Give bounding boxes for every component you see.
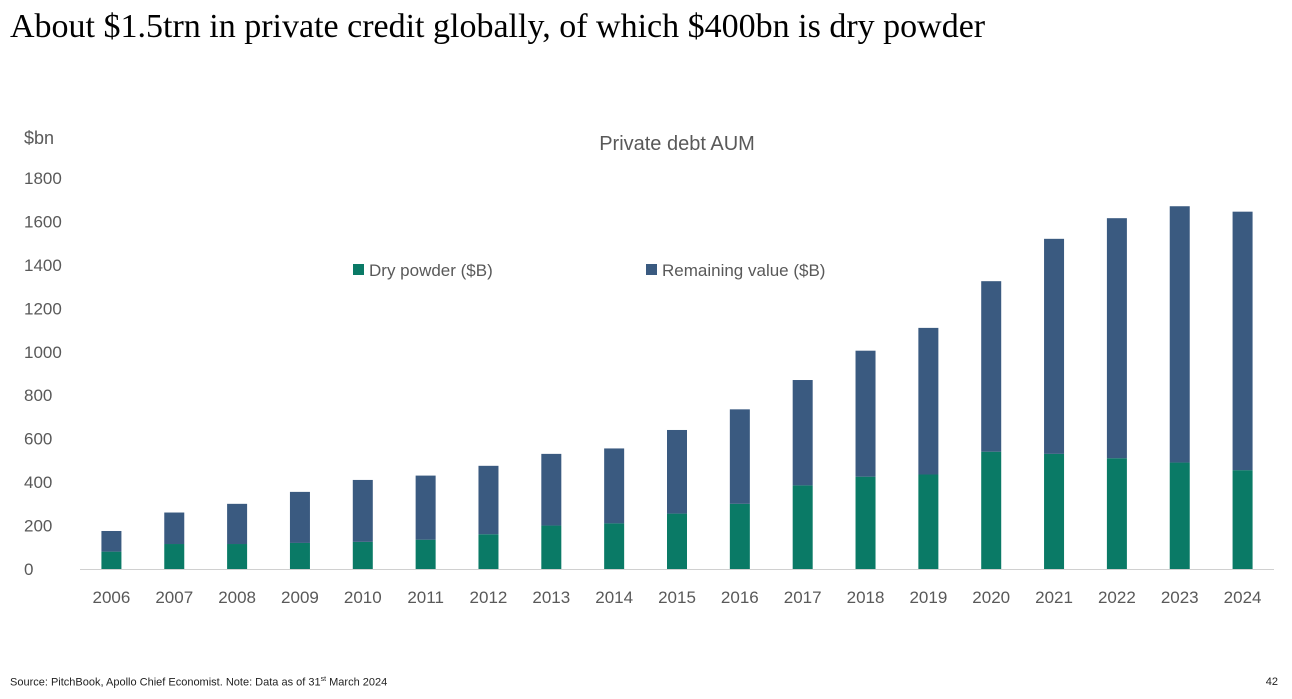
legend-label-remaining-value: Remaining value ($B) bbox=[662, 261, 825, 280]
y-tick-label: 800 bbox=[24, 386, 52, 405]
bar-remaining-value bbox=[289, 491, 310, 543]
x-tick-label: 2024 bbox=[1224, 588, 1262, 607]
y-tick-label: 1800 bbox=[24, 169, 62, 188]
legend-swatch-remaining-value bbox=[646, 264, 657, 275]
bar-dry-powder bbox=[604, 523, 625, 569]
bar-remaining-value bbox=[667, 429, 687, 514]
legend-label-dry-powder: Dry powder ($B) bbox=[369, 261, 493, 280]
bar-dry-powder bbox=[164, 544, 185, 569]
x-tick-label: 2009 bbox=[281, 588, 319, 607]
x-tick-label: 2014 bbox=[595, 588, 633, 607]
bar-remaining-value bbox=[855, 350, 876, 477]
page-number: 42 bbox=[1265, 676, 1278, 688]
bar-dry-powder bbox=[918, 474, 939, 569]
bar-dry-powder bbox=[981, 451, 1002, 569]
bar-dry-powder bbox=[227, 544, 248, 569]
bar-dry-powder bbox=[478, 534, 499, 569]
bar-dry-powder bbox=[855, 476, 876, 569]
bar-remaining-value bbox=[729, 409, 750, 504]
bar-remaining-value bbox=[227, 503, 248, 545]
bar-dry-powder bbox=[352, 541, 373, 569]
bar-dry-powder bbox=[541, 525, 562, 569]
x-tick-label: 2011 bbox=[407, 588, 444, 607]
x-tick-label: 2018 bbox=[847, 588, 885, 607]
x-tick-label: 2022 bbox=[1098, 588, 1136, 607]
x-tick-label: 2006 bbox=[93, 588, 131, 607]
bar-dry-powder bbox=[415, 539, 436, 569]
y-tick-label: 0 bbox=[24, 560, 33, 579]
chart-title: Private debt AUM bbox=[599, 133, 755, 155]
y-axis-unit-label: $bn bbox=[24, 128, 55, 148]
footer-source-text: Source: PitchBook, Apollo Chief Economis… bbox=[10, 676, 321, 689]
bar-remaining-value bbox=[918, 327, 939, 475]
bar-dry-powder bbox=[729, 503, 750, 569]
bar-remaining-value bbox=[541, 453, 562, 526]
footer-source-note: Source: PitchBook, Apollo Chief Economis… bbox=[10, 676, 387, 689]
bar-remaining-value bbox=[352, 479, 373, 542]
bar-remaining-value bbox=[164, 512, 185, 545]
legend-swatch-dry-powder bbox=[353, 264, 364, 275]
y-tick-label: 1000 bbox=[24, 343, 62, 362]
bar-dry-powder bbox=[1106, 458, 1127, 569]
bar-dry-powder bbox=[289, 542, 310, 569]
x-tick-label: 2007 bbox=[155, 588, 193, 607]
bar-remaining-value bbox=[101, 530, 122, 552]
bar-remaining-value bbox=[792, 380, 813, 486]
x-tick-label: 2021 bbox=[1035, 588, 1073, 607]
x-tick-label: 2020 bbox=[972, 588, 1010, 607]
x-tick-label: 2008 bbox=[218, 588, 256, 607]
y-tick-label: 600 bbox=[24, 430, 52, 449]
footer-source-sup: st bbox=[320, 676, 327, 683]
bar-dry-powder bbox=[101, 551, 122, 569]
x-tick-label: 2019 bbox=[909, 588, 947, 607]
y-tick-label: 1400 bbox=[24, 256, 62, 275]
y-tick-label: 400 bbox=[24, 473, 52, 492]
bar-remaining-value bbox=[478, 465, 499, 535]
bar-remaining-value bbox=[1232, 211, 1253, 471]
x-tick-label: 2016 bbox=[721, 588, 759, 607]
private-debt-aum-chart: Private debt AUM 0 200 400 600 800 1000 1200 140… bbox=[24, 133, 1274, 607]
footer-source-date: March 2024 bbox=[326, 676, 388, 689]
y-tick-label: 1600 bbox=[24, 212, 62, 231]
slide-title: About $1.5trn in private credit globally… bbox=[10, 8, 986, 45]
bar-dry-powder bbox=[1232, 470, 1253, 569]
x-tick-label: 2010 bbox=[344, 588, 382, 607]
x-tick-label: 2017 bbox=[784, 588, 822, 607]
bar-remaining-value bbox=[415, 475, 436, 540]
y-tick-label: 200 bbox=[24, 517, 52, 536]
x-tick-label: 2023 bbox=[1161, 588, 1199, 607]
bar-dry-powder bbox=[1044, 453, 1065, 569]
bar-remaining-value bbox=[604, 448, 625, 524]
x-tick-label: 2015 bbox=[658, 588, 696, 607]
bar-dry-powder bbox=[792, 485, 813, 569]
bar-dry-powder bbox=[1169, 462, 1190, 569]
bar-dry-powder bbox=[667, 513, 687, 569]
y-tick-label: 1200 bbox=[24, 299, 62, 318]
x-tick-label: 2013 bbox=[532, 588, 570, 607]
x-tick-label: 2012 bbox=[470, 588, 508, 607]
bar-remaining-value bbox=[981, 281, 1002, 452]
bar-remaining-value bbox=[1106, 218, 1127, 459]
bar-remaining-value bbox=[1044, 238, 1065, 454]
bar-remaining-value bbox=[1169, 206, 1190, 463]
